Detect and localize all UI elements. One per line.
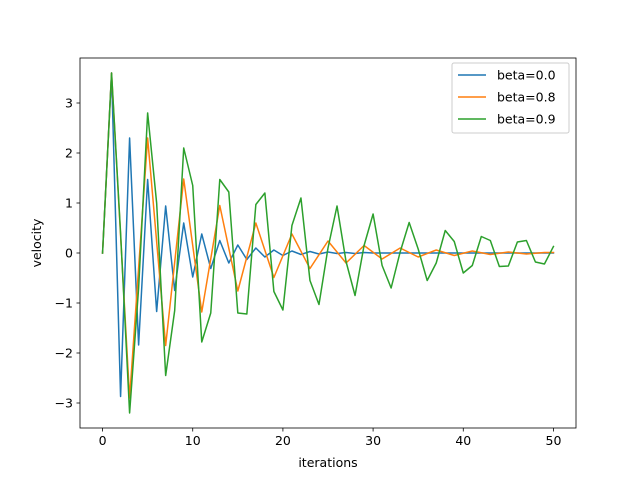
plot-frame [79,57,577,429]
legend-box [451,62,570,134]
series-line-2 [101,72,555,414]
series-line-1 [101,72,555,399]
y-axis-label: velocity [29,218,44,267]
x-tick-label: 50 [546,433,562,448]
y-tick-label: 2 [65,146,73,161]
y-tick-label: −2 [55,346,73,361]
y-tick-label: 1 [65,196,73,211]
legend-label: beta=0.9 [497,112,556,127]
legend-label: beta=0.8 [497,90,556,105]
y-tick-label: 3 [65,96,73,111]
legend-label: beta=0.0 [497,68,556,83]
series-layer [101,72,555,414]
y-axis: −3 −2 −1 0 1 2 3 [55,96,80,411]
x-tick-label: 0 [99,433,107,448]
y-tick-label: −1 [55,296,73,311]
y-tick-label: −3 [55,396,73,411]
x-tick-label: 20 [275,433,291,448]
legend: beta=0.0 beta=0.8 beta=0.9 [451,62,570,134]
y-tick-label: 0 [65,246,73,261]
x-tick-label: 30 [365,433,381,448]
x-axis: 0 10 20 30 40 50 [99,428,562,448]
x-axis-label: iterations [298,455,357,470]
x-tick-label: 10 [185,433,201,448]
x-tick-label: 40 [455,433,471,448]
